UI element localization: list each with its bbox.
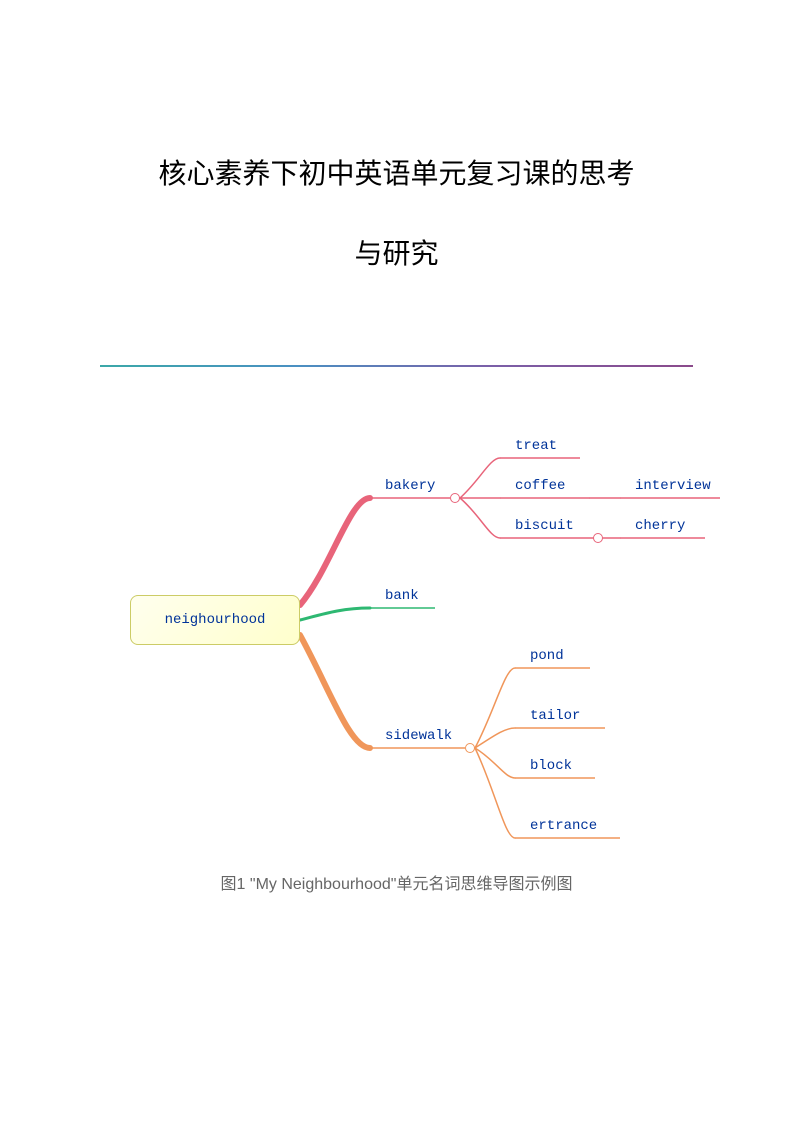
junction-icon — [465, 743, 475, 753]
mindmap-diagram: neighourhood bakery treat coffee interview b… — [80, 430, 730, 860]
document-title: 核心素养下初中英语单元复习课的思考 与研究 — [0, 150, 793, 281]
title-line-2: 与研究 — [0, 230, 793, 280]
mindmap-svg — [80, 430, 730, 860]
junction-icon — [450, 493, 460, 503]
mindmap-node-label: coffee — [515, 478, 565, 494]
mindmap-node-label: block — [530, 758, 572, 774]
mindmap-node-label: bank — [385, 588, 419, 604]
divider-line — [100, 365, 693, 367]
mindmap-node-label: biscuit — [515, 518, 574, 534]
mindmap-root-node: neighourhood — [130, 595, 300, 645]
mindmap-node-label: ertrance — [530, 818, 597, 834]
figure-caption: 图1 "My Neighbourhood"单元名词思维导图示例图 — [0, 870, 793, 894]
mindmap-node-label: sidewalk — [385, 728, 452, 744]
mindmap-node-label: treat — [515, 438, 557, 454]
mindmap-node-label: pond — [530, 648, 564, 664]
title-line-1: 核心素养下初中英语单元复习课的思考 — [0, 150, 793, 200]
root-label: neighourhood — [165, 612, 266, 628]
mindmap-node-label: bakery — [385, 478, 435, 494]
mindmap-node-label: interview — [635, 478, 711, 494]
mindmap-node-label: cherry — [635, 518, 685, 534]
junction-icon — [593, 533, 603, 543]
mindmap-node-label: tailor — [530, 708, 580, 724]
